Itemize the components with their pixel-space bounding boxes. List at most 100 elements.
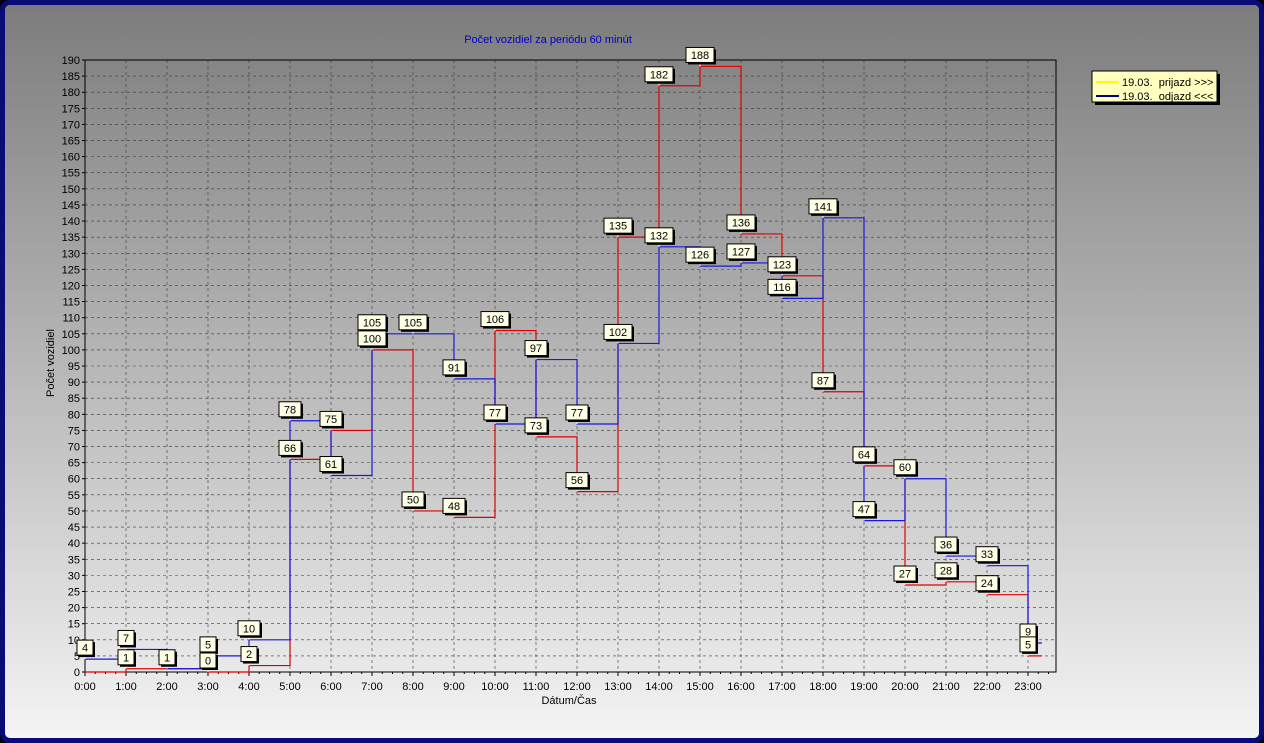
step-line-chart: 0510152025303540455055606570758085909510… (5, 5, 1259, 738)
x-tick-label: 10:00 (481, 681, 509, 693)
data-label: 56 (571, 475, 583, 487)
y-tick-label: 170 (62, 119, 80, 131)
data-label: 182 (650, 69, 668, 81)
y-tick-label: 160 (62, 152, 80, 164)
data-label: 1 (123, 652, 129, 664)
data-label: 9 (1025, 627, 1031, 639)
data-label: 33 (981, 549, 993, 561)
data-label-box (644, 227, 674, 244)
x-tick-label: 4:00 (238, 681, 259, 693)
x-tick-label: 1:00 (115, 681, 136, 693)
data-label-box (401, 491, 425, 508)
data-label: 100 (363, 333, 381, 345)
y-tick-label: 100 (62, 345, 80, 357)
data-label-box (603, 323, 633, 340)
data-label-box (117, 629, 135, 646)
data-label: 24 (981, 578, 993, 590)
data-label-box (767, 256, 797, 273)
y-tick-label: 90 (68, 377, 80, 389)
data-label-box (893, 459, 917, 476)
data-label-box (117, 649, 135, 666)
data-label: 64 (858, 449, 870, 461)
x-tick-label: 5:00 (279, 681, 300, 693)
data-label: 50 (407, 494, 419, 506)
x-tick-label: 16:00 (727, 681, 755, 693)
data-label: 105 (404, 317, 422, 329)
y-tick-label: 190 (62, 55, 80, 67)
data-label: 78 (284, 404, 296, 416)
data-label-box (1019, 636, 1037, 653)
x-tick-label: 14:00 (645, 681, 673, 693)
legend: 19.03. prijazd >>> 19.03. odjazd <<< (1091, 70, 1220, 105)
x-tick-label: 8:00 (402, 681, 423, 693)
data-label-box (808, 198, 838, 215)
y-tick-label: 60 (68, 474, 80, 486)
y-tick-label: 25 (68, 586, 80, 598)
data-label: 7 (123, 633, 129, 645)
x-axis-title: Dátum/Čas (541, 694, 597, 707)
y-tick-label: 85 (68, 393, 80, 405)
data-label: 0 (205, 656, 211, 668)
data-label: 61 (325, 459, 337, 471)
y-tick-label: 55 (68, 490, 80, 502)
data-label: 10 (243, 623, 255, 635)
data-label-box (319, 410, 343, 427)
y-tick-label: 145 (62, 200, 80, 212)
data-label-box (398, 314, 428, 331)
data-label: 97 (530, 343, 542, 355)
axes: 0510152025303540455055606570758085909510… (62, 55, 1057, 693)
x-tick-label: 3:00 (197, 681, 218, 693)
data-label: 135 (609, 221, 627, 233)
y-tick-label: 135 (62, 232, 80, 244)
y-tick-label: 20 (68, 603, 80, 615)
chart-title: Počet vozidiel za periódu 60 minút (464, 34, 632, 46)
data-label: 1 (164, 652, 170, 664)
x-tick-label: 9:00 (443, 681, 464, 693)
data-label-box (480, 311, 510, 328)
data-label-box (278, 439, 302, 456)
y-tick-label: 115 (62, 297, 80, 309)
x-tick-label: 22:00 (973, 681, 1001, 693)
data-label: 77 (489, 407, 501, 419)
x-tick-label: 23:00 (1014, 681, 1042, 693)
x-tick-label: 15:00 (686, 681, 714, 693)
data-label: 75 (325, 414, 337, 426)
series-line-odjazd (85, 217, 1042, 670)
data-label: 123 (773, 259, 791, 271)
y-tick-label: 40 (68, 538, 80, 550)
data-label-box (524, 340, 548, 357)
data-label: 136 (732, 217, 750, 229)
y-tick-label: 120 (62, 280, 80, 292)
data-label-box (76, 639, 94, 656)
y-tick-label: 30 (68, 570, 80, 582)
data-label-box (975, 546, 999, 563)
data-label: 5 (205, 639, 211, 651)
data-label-box (357, 314, 387, 331)
x-tick-label: 2:00 (156, 681, 177, 693)
y-tick-label: 35 (68, 554, 80, 566)
data-label-box (603, 217, 633, 234)
data-label-box (319, 456, 343, 473)
data-label-box (565, 472, 589, 489)
y-tick-label: 95 (68, 361, 80, 373)
x-tick-label: 19:00 (850, 681, 878, 693)
data-label: 27 (899, 569, 911, 581)
chart-background (5, 5, 1259, 738)
x-tick-label: 0:00 (74, 681, 95, 693)
data-label-box (199, 636, 217, 653)
data-label: 77 (571, 407, 583, 419)
y-tick-label: 175 (62, 103, 80, 115)
data-label: 5 (1025, 639, 1031, 651)
y-tick-label: 180 (62, 87, 80, 99)
data-label: 73 (530, 420, 542, 432)
x-tick-label: 20:00 (891, 681, 919, 693)
data-label: 132 (650, 230, 668, 242)
y-tick-label: 155 (62, 168, 80, 180)
y-tick-label: 75 (68, 425, 80, 437)
y-tick-label: 80 (68, 409, 80, 421)
y-tick-label: 45 (68, 522, 80, 534)
legend-label-prijazd: 19.03. prijazd >>> (1122, 77, 1213, 89)
data-label: 106 (486, 314, 504, 326)
data-label: 48 (448, 501, 460, 513)
data-label: 36 (940, 540, 952, 552)
